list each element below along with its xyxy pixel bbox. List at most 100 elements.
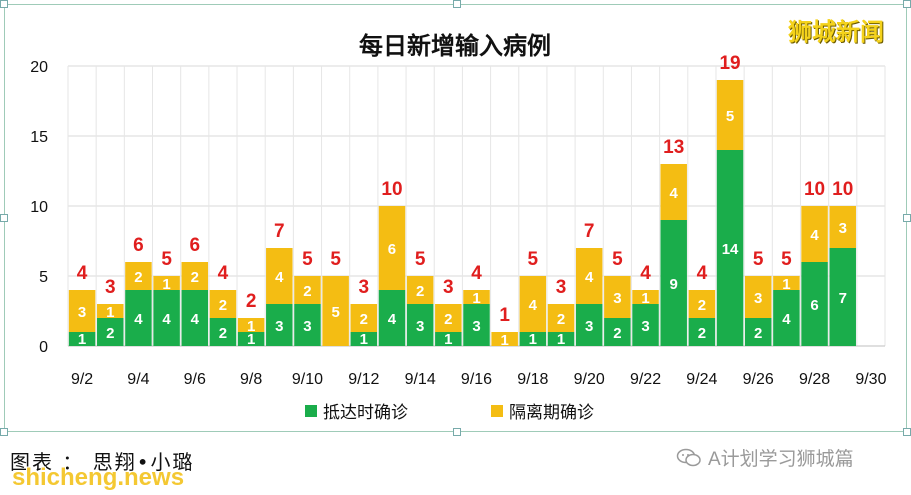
segment-label-quarantine: 4 (670, 185, 679, 202)
bar-quarantine-9/5 (153, 276, 180, 290)
bar-arrival-9/4 (125, 290, 152, 346)
total-label: 7 (274, 221, 285, 242)
total-label: 10 (381, 179, 402, 200)
total-label: 5 (528, 249, 539, 270)
bar-quarantine-9/24 (688, 290, 716, 318)
segment-label-quarantine: 1 (782, 276, 790, 293)
resize-handle-top[interactable] (453, 0, 461, 8)
x-tick-label: 9/14 (405, 371, 436, 388)
segment-label-arrival: 1 (78, 331, 86, 348)
resize-handle-bottom[interactable] (453, 428, 461, 436)
bar-quarantine-9/29 (829, 206, 856, 248)
x-tick-label: 9/24 (686, 371, 717, 388)
segment-label-quarantine: 3 (754, 290, 762, 307)
bar-arrival-9/26 (744, 318, 772, 346)
bar-quarantine-9/17 (491, 332, 518, 346)
x-axis-ticks: 9/2 9/4 9/6 9/8 9/10 9/12 9/14 9/16 9/18 9/20 9/22… (71, 371, 887, 388)
total-label: 13 (663, 137, 684, 158)
total-label: 4 (697, 263, 708, 284)
total-label: 6 (189, 235, 200, 256)
wechat-account-name: A计划学习狮城篇 (708, 449, 854, 470)
segment-label-quarantine: 4 (529, 297, 538, 314)
bar-arrival-9/16 (463, 304, 490, 346)
bar-quarantine-9/20 (575, 248, 603, 304)
segment-label-quarantine: 1 (501, 332, 509, 349)
y-tick-label: 20 (30, 59, 48, 76)
segment-label-arrival: 6 (810, 297, 818, 314)
bar-arrival-9/25 (716, 150, 744, 346)
legend-swatch (491, 405, 503, 417)
bar-arrival-9/5 (153, 290, 180, 346)
segment-label-arrival: 14 (722, 241, 739, 258)
y-tick-label: 10 (30, 199, 48, 216)
segment-label-quarantine: 2 (557, 311, 565, 328)
bar-arrival-9/29 (829, 248, 856, 346)
segment-label-quarantine: 4 (585, 269, 594, 286)
bar-arrival-9/20 (575, 304, 603, 346)
bar-quarantine-9/21 (604, 276, 631, 318)
bar-arrival-9/19 (547, 332, 575, 346)
x-tick-label: 9/8 (240, 371, 262, 388)
resize-handle-bottom-left[interactable] (0, 428, 8, 436)
segment-label-quarantine: 2 (416, 283, 424, 300)
segment-label-arrival: 4 (191, 311, 200, 328)
x-tick-label: 9/2 (71, 371, 93, 388)
bar-arrival-9/18 (519, 332, 547, 346)
segment-label-arrival: 3 (472, 318, 480, 335)
x-tick-label: 9/12 (348, 371, 379, 388)
x-tick-label: 9/18 (517, 371, 548, 388)
bar-quarantine-9/26 (744, 276, 772, 318)
total-label: 7 (584, 221, 595, 242)
segment-label-arrival: 7 (839, 290, 847, 307)
total-label: 4 (471, 263, 482, 284)
segment-label-quarantine: 1 (162, 276, 170, 293)
bar-quarantine-9/12 (350, 304, 378, 332)
bar-quarantine-9/6 (181, 262, 209, 290)
segment-label-quarantine: 3 (613, 290, 621, 307)
segment-label-arrival: 1 (444, 331, 452, 348)
total-label: 3 (105, 277, 116, 298)
segment-label-arrival: 1 (529, 331, 537, 348)
bar-arrival-9/14 (406, 304, 434, 346)
segment-label-arrival: 3 (641, 318, 649, 335)
y-tick-label: 0 (39, 339, 48, 356)
bar-arrival-9/3 (97, 318, 124, 346)
chart-title: 每日新增输入病例 (359, 32, 551, 60)
bar-quarantine-9/19 (547, 304, 575, 332)
wechat-account: A计划学习狮城篇 (676, 444, 854, 471)
segment-label-quarantine: 2 (134, 269, 142, 286)
segment-label-quarantine: 2 (444, 311, 452, 328)
bar-arrival-9/23 (660, 220, 687, 346)
total-label: 3 (556, 277, 567, 298)
total-label: 3 (443, 277, 454, 298)
resize-handle-top-left[interactable] (0, 0, 8, 8)
segment-label-quarantine: 4 (810, 227, 819, 244)
segment-label-arrival: 4 (162, 311, 171, 328)
segment-label-arrival: 4 (782, 311, 791, 328)
segment-label-quarantine: 1 (472, 290, 480, 307)
bar-arrival-9/21 (604, 318, 631, 346)
x-tick-label: 9/4 (127, 371, 149, 388)
total-label: 5 (612, 249, 623, 270)
segment-label-quarantine: 2 (191, 269, 199, 286)
bar-quarantine-9/2 (68, 290, 96, 332)
segment-label-arrival: 2 (754, 325, 762, 342)
total-label: 5 (330, 249, 341, 270)
segment-label-arrival: 3 (303, 318, 311, 335)
segment-label-quarantine: 2 (698, 297, 706, 314)
segment-label-quarantine: 2 (360, 311, 368, 328)
bar-quarantine-9/22 (632, 290, 659, 304)
legend-label: 抵达时确诊 (323, 403, 408, 423)
segment-label-arrival: 1 (247, 331, 255, 348)
legend: 抵达时确诊 隔离期确诊 (305, 403, 594, 423)
legend-swatch (305, 405, 317, 417)
bar-arrival-9/6 (181, 290, 209, 346)
total-label: 5 (415, 249, 426, 270)
bar-arrival-9/28 (801, 262, 828, 346)
segment-label-arrival: 1 (360, 331, 368, 348)
segment-label-quarantine: 6 (388, 241, 396, 258)
bar-quarantine-9/23 (660, 164, 687, 220)
total-label: 5 (302, 249, 313, 270)
resize-handle-left[interactable] (0, 214, 8, 222)
bar-quarantine-9/28 (801, 206, 828, 262)
